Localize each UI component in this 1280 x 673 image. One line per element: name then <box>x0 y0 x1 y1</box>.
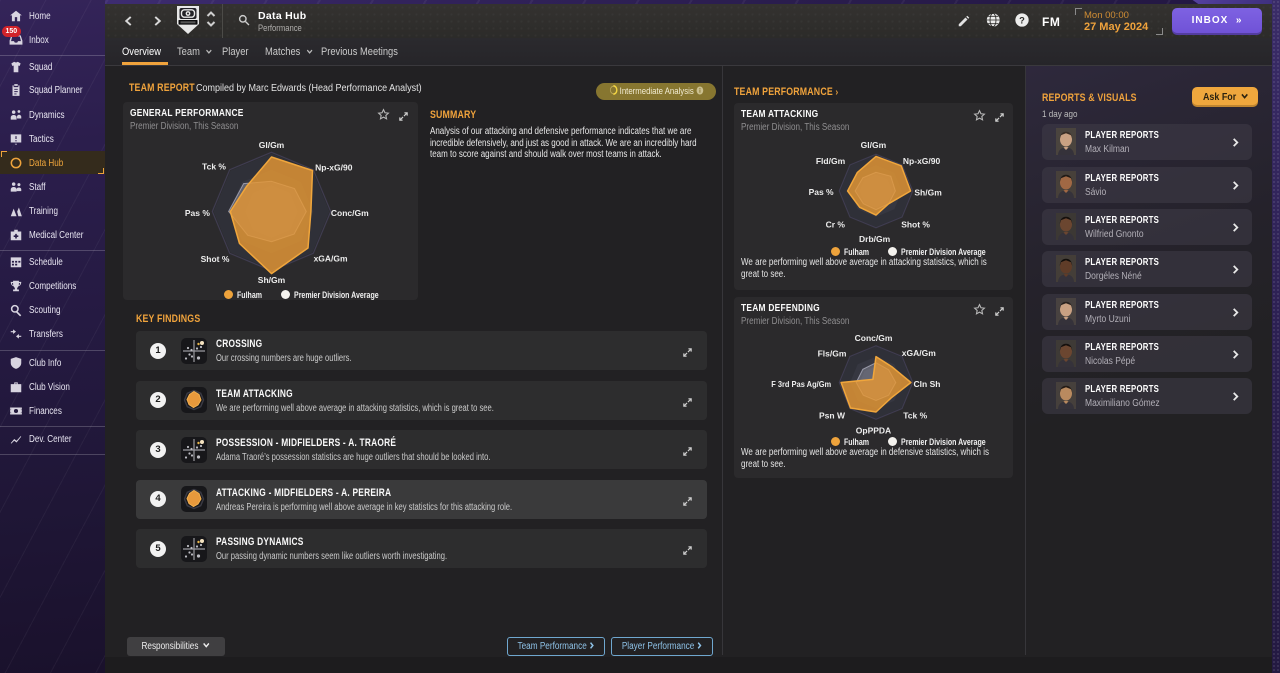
svg-text:Fls/Gm: Fls/Gm <box>818 349 847 359</box>
svg-text:Np-xG/90: Np-xG/90 <box>903 156 941 166</box>
svg-text:F 3rd Pas Ag/Gm: F 3rd Pas Ag/Gm <box>771 379 831 389</box>
svg-text:Gl/Gm: Gl/Gm <box>861 140 887 150</box>
svg-text:Gl/Gm: Gl/Gm <box>259 140 285 150</box>
svg-text:Conc/Gm: Conc/Gm <box>855 333 893 343</box>
svg-text:Tck %: Tck % <box>202 162 226 172</box>
svg-text:Pas %: Pas % <box>809 187 834 197</box>
svg-text:Cr %: Cr % <box>826 219 846 229</box>
svg-text:?: ? <box>1019 15 1025 25</box>
svg-text:xGA/Gm: xGA/Gm <box>902 348 936 358</box>
svg-text:Tck %: Tck % <box>903 411 927 421</box>
svg-text:Pas %: Pas % <box>185 208 210 218</box>
svg-text:Sh/Gm: Sh/Gm <box>258 275 286 285</box>
svg-text:OpPPDA: OpPPDA <box>856 426 891 436</box>
svg-text:Conc/Gm: Conc/Gm <box>331 208 369 218</box>
svg-text:Np-xG/90: Np-xG/90 <box>315 162 353 172</box>
svg-text:Psn W: Psn W <box>819 411 846 421</box>
svg-text:Sh/Gm: Sh/Gm <box>914 187 942 197</box>
svg-text:Shot %: Shot % <box>201 254 230 264</box>
svg-text:Fld/Gm: Fld/Gm <box>816 156 846 166</box>
svg-text:Cln Sh: Cln Sh <box>914 379 941 389</box>
svg-text:Shot %: Shot % <box>901 219 930 229</box>
svg-text:xGA/Gm: xGA/Gm <box>314 254 348 264</box>
svg-text:Drb/Gm: Drb/Gm <box>859 234 891 244</box>
